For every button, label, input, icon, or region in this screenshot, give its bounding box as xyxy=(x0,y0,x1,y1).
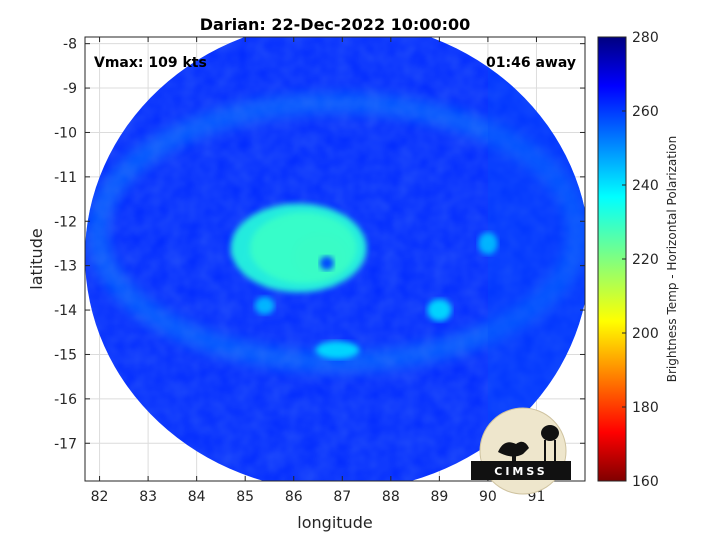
y-tick-label: -10 xyxy=(54,125,77,141)
x-tick-label: 83 xyxy=(139,489,157,505)
colorbar-tick-label: 200 xyxy=(632,326,659,342)
x-tick-label: 85 xyxy=(236,489,254,505)
x-tick-label: 87 xyxy=(333,489,351,505)
vmax-annotation: Vmax: 109 kts xyxy=(94,55,207,71)
colorbar-tick-label: 280 xyxy=(632,30,659,46)
x-axis-label: longitude xyxy=(297,513,372,532)
cimss-logo: CIMSS xyxy=(471,407,571,495)
logo-text: CIMSS xyxy=(494,465,547,478)
x-tick-label: 82 xyxy=(91,489,109,505)
storm-eye xyxy=(319,256,334,271)
colorbar-tick-label: 180 xyxy=(632,400,659,416)
y-tick-label: -17 xyxy=(54,436,77,452)
x-tick-label: 89 xyxy=(430,489,448,505)
swath xyxy=(85,37,585,481)
colorbar-tick-label: 260 xyxy=(632,104,659,120)
y-axis-label: latitude xyxy=(27,228,46,289)
colorbar-tick-label: 220 xyxy=(632,252,659,268)
time-offset-annotation: 01:46 away xyxy=(486,55,576,71)
y-tick-label: -9 xyxy=(63,81,77,97)
feature-band-east xyxy=(427,298,452,322)
logo-water-tower-icon xyxy=(541,425,559,441)
colorbar-tick-label: 160 xyxy=(632,474,659,490)
x-tick-label: 88 xyxy=(382,489,400,505)
colorbar-ticks: 160 180 200 220 240 260 280 xyxy=(622,30,659,490)
y-tick-label: -16 xyxy=(54,392,77,408)
x-tick-label: 86 xyxy=(285,489,303,505)
y-tick-label: -8 xyxy=(63,37,77,53)
y-axis-ticks: -8 -9 -10 -11 -12 -13 -14 -15 -16 -17 xyxy=(54,37,585,452)
y-tick-label: -11 xyxy=(54,170,77,186)
y-tick-label: -14 xyxy=(54,303,77,319)
y-tick-label: -13 xyxy=(54,259,77,275)
x-tick-label: 90 xyxy=(479,489,497,505)
plot-border xyxy=(84,36,586,482)
x-tick-label: 84 xyxy=(188,489,206,505)
logo-dish-stand xyxy=(512,448,516,462)
feature-central-dense-overcast xyxy=(230,203,367,293)
colorbar-tick-label: 240 xyxy=(632,178,659,194)
swath-layer xyxy=(85,37,585,481)
y-tick-label: -12 xyxy=(54,214,77,230)
feature-band-far-east xyxy=(478,232,498,255)
feature-band-southwest xyxy=(254,296,275,315)
logo-building xyxy=(471,461,571,480)
colorbar xyxy=(597,36,627,482)
feature-band-south xyxy=(315,341,360,359)
y-tick-label: -15 xyxy=(54,347,77,363)
chart-title: Darian: 22-Dec-2022 10:00:00 xyxy=(200,15,470,34)
colorbar-label: Brightness Temp - Horizontal Polarizatio… xyxy=(665,136,679,383)
